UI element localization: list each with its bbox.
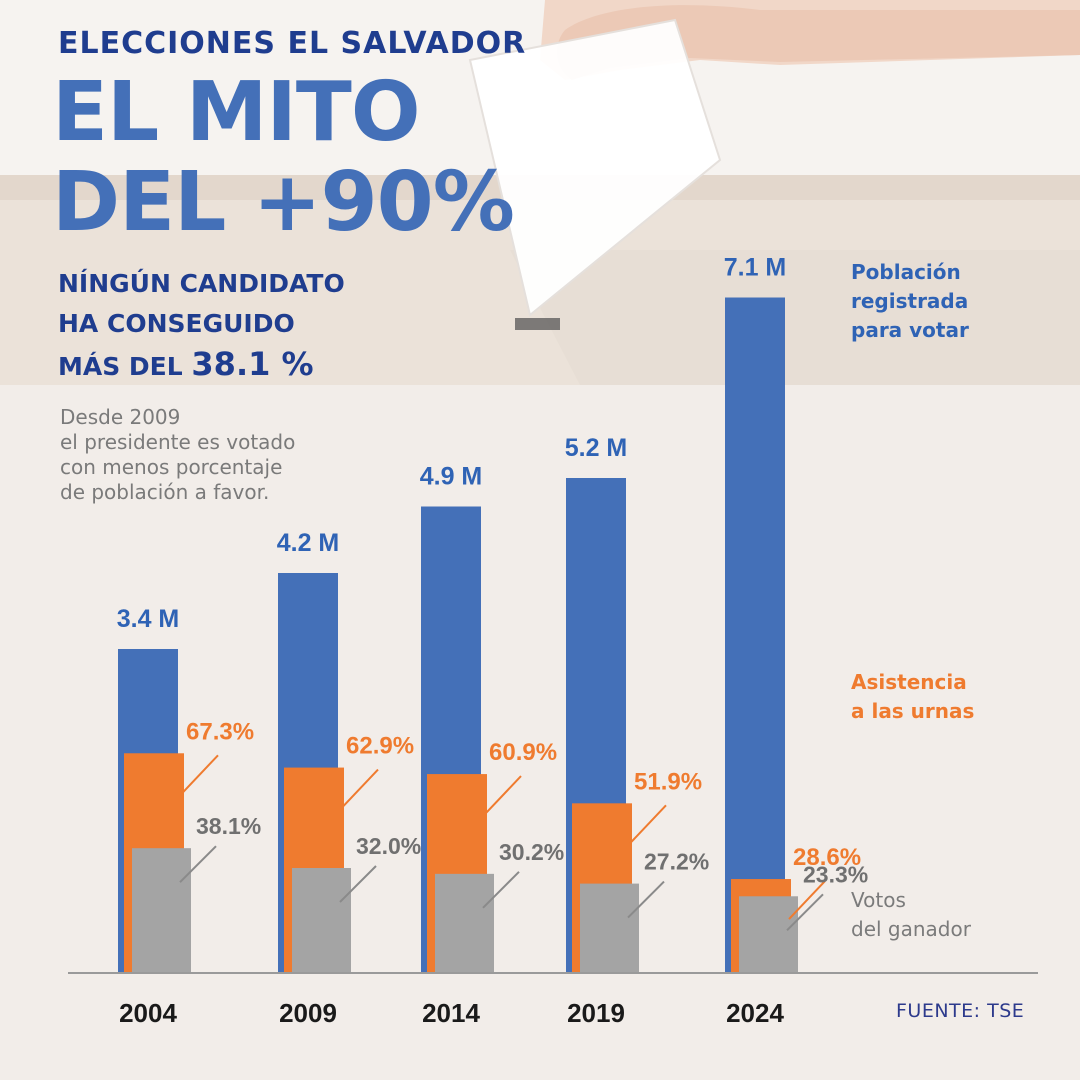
subtitle-line-3: MÁS DEL 38.1 % xyxy=(58,344,314,387)
leader-winner-2009 xyxy=(339,865,377,903)
legend-turnout-line-2: a las urnas xyxy=(851,699,975,723)
legend-winner-line-1: Votos xyxy=(851,888,906,912)
data-label-winner-2014: 30.2% xyxy=(499,839,564,865)
subtitle-prefix: MÁS DEL xyxy=(58,352,192,381)
data-label-registered-2024: 7.1 M xyxy=(724,254,787,282)
data-label-registered-2019: 5.2 M xyxy=(565,434,628,462)
data-label-winner-2024: 23.3% xyxy=(803,861,868,887)
subtitle-line-1: NÍNGÚN CANDIDATO xyxy=(58,269,345,298)
overline: ELECCIONES EL SALVADOR xyxy=(58,26,527,61)
bar-winner-2009 xyxy=(292,868,351,972)
x-tick-2019: 2019 xyxy=(567,998,625,1028)
note-line-2: el presidente es votado xyxy=(60,430,296,454)
note-line-4: de población a favor. xyxy=(60,480,270,504)
subtitle-value: 38.1 % xyxy=(191,345,314,383)
data-label-winner-2019: 27.2% xyxy=(644,849,709,875)
x-tick-2014: 2014 xyxy=(422,998,480,1028)
bar-winner-2004 xyxy=(132,848,191,972)
bar-winner-2019 xyxy=(580,883,639,972)
bar-winner-2024 xyxy=(739,896,798,972)
note-line-1: Desde 2009 xyxy=(60,405,181,429)
leader-turnout-2009 xyxy=(341,768,379,809)
data-label-turnout-2004: 67.3% xyxy=(186,718,254,745)
leader-winner-2019 xyxy=(627,880,665,919)
legend-registered-line-2: registrada xyxy=(851,289,969,313)
bar-winner-2014 xyxy=(435,873,494,972)
legend-turnout-line-1: Asistencia xyxy=(851,670,967,694)
data-label-turnout-2019: 51.9% xyxy=(634,768,702,795)
legend-winner-line-2: del ganador xyxy=(851,917,971,941)
leader-winner-2024 xyxy=(786,893,824,931)
note-line-3: con menos porcentaje xyxy=(60,455,283,479)
x-tick-2009: 2009 xyxy=(279,998,337,1028)
data-label-turnout-2024: 28.6% xyxy=(793,844,861,871)
data-label-turnout-2014: 60.9% xyxy=(489,739,557,766)
leader-winner-2014 xyxy=(482,871,520,909)
leader-turnout-2019 xyxy=(629,804,667,845)
x-tick-2004: 2004 xyxy=(119,998,177,1028)
leader-turnout-2014 xyxy=(484,775,522,815)
legend-registered-line-1: Población xyxy=(851,260,961,284)
leader-turnout-2024 xyxy=(788,880,826,920)
page-title-line-2: DEL +90% xyxy=(52,155,515,250)
data-label-registered-2014: 4.9 M xyxy=(420,463,483,491)
subtitle-line-2: HA CONSEGUIDO xyxy=(58,309,295,338)
data-label-winner-2004: 38.1% xyxy=(196,813,261,839)
page-title-line-1: EL MITO xyxy=(52,65,421,160)
data-label-turnout-2009: 62.9% xyxy=(346,733,414,760)
x-tick-2024: 2024 xyxy=(726,998,784,1028)
leader-winner-2004 xyxy=(179,845,217,883)
source-note: FUENTE: TSE xyxy=(896,1000,1025,1022)
data-label-winner-2009: 32.0% xyxy=(356,833,421,859)
legend-registered-line-3: para votar xyxy=(851,318,969,342)
data-label-registered-2009: 4.2 M xyxy=(277,529,340,557)
data-label-registered-2004: 3.4 M xyxy=(117,605,180,633)
bar-registered-2024 xyxy=(725,297,785,972)
leader-turnout-2004 xyxy=(181,754,219,794)
